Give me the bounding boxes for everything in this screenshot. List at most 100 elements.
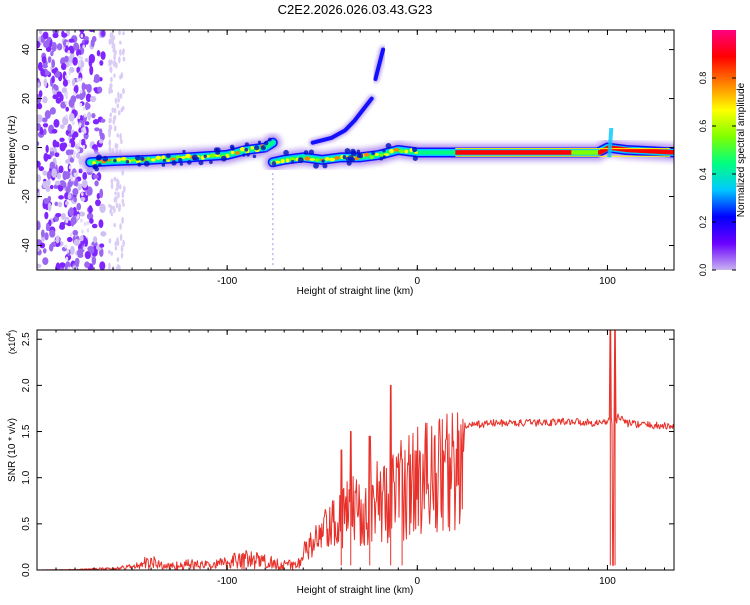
spectrogram-noise-blob	[58, 165, 64, 174]
snr-scale-label: (x104)	[6, 330, 17, 354]
spectrogram-hot-cell	[601, 148, 606, 153]
spectrogram-hot-cell	[660, 149, 665, 154]
spectrogram-noise-blob	[83, 222, 87, 227]
spectrogram-noise-blob	[37, 160, 41, 168]
spectrogram-noise-blob	[89, 217, 94, 224]
spectrogram-hot-cell	[519, 150, 524, 155]
spectrogram-hot-cell	[495, 150, 499, 155]
spectrogram-noise-blob	[86, 228, 90, 233]
spectrogram-hot-cell	[529, 150, 534, 155]
spectrogram-noise-blob	[65, 45, 69, 51]
spectrogram-noise-blob	[118, 264, 121, 270]
spectrogram-noise-blob	[60, 63, 67, 71]
spectrogram-dark-spot	[102, 155, 109, 162]
spectrogram-dark-spot	[98, 163, 102, 167]
spectrogram-hot-cell	[470, 150, 475, 155]
spectrogram-noise-blob	[65, 95, 69, 100]
spectrogram-hot-cell	[620, 147, 625, 152]
spectrogram-noise-blob	[108, 265, 111, 270]
spectrogram-ridge-layer	[310, 96, 374, 145]
spectrogram-noise-blob	[55, 235, 60, 244]
spectrogram-hot-cell	[483, 150, 488, 155]
spectrogram-xlabel: Height of straight line (km)	[297, 286, 414, 297]
snr-frame	[36, 329, 675, 571]
spectrogram-noise-blob	[42, 31, 49, 40]
spectrogram-noise-blob	[122, 202, 125, 207]
spectrogram-noise-blob	[119, 223, 122, 230]
spectrogram-noise-blob	[79, 89, 83, 94]
spectrogram-content	[37, 30, 674, 270]
spectrogram-noise-blob	[52, 32, 59, 39]
snr-xtick-label: 100	[599, 576, 616, 587]
spectrogram-hot-cell	[540, 150, 545, 155]
spectrogram-hot-cell	[523, 150, 528, 155]
colorbar: 0.0 0.2 0.4 0.6 0.8 Normalized spectral ampl…	[698, 30, 747, 276]
spectrogram-ridge-blob	[399, 149, 404, 154]
spectrogram-ridge-blob	[107, 158, 111, 162]
spectrogram-noise-blob	[73, 196, 77, 203]
spectrogram-dark-spot	[260, 145, 266, 151]
spectrogram-ridge-blob	[209, 153, 216, 158]
spectrogram-dark-spot	[382, 155, 386, 159]
spectrogram-noise-blob	[64, 171, 71, 180]
snr-xtick-label: -100	[217, 576, 237, 587]
spectrogram-noise-blob	[61, 87, 68, 94]
spectrogram-hot-cell	[461, 150, 465, 155]
spectrogram-hot-cell	[577, 150, 581, 155]
snr-content	[37, 330, 674, 570]
spectrogram-noise-blob	[114, 246, 118, 251]
spectrogram-noise-blob	[59, 137, 65, 143]
spectrogram-hot-cell	[664, 149, 669, 155]
spectrogram-ridge-blob	[250, 145, 254, 150]
spectrogram-noise-blob	[100, 51, 106, 60]
spectrogram-hot-cell	[569, 150, 574, 155]
spectrogram-noise-blob	[99, 132, 105, 137]
spectrogram-noise-blob	[68, 142, 72, 147]
spectrogram-hot-cell	[596, 150, 600, 155]
spectrogram-noise-blob	[59, 222, 66, 227]
spectrogram-dark-spot	[358, 153, 364, 159]
spectrogram-ridge-blob	[324, 157, 330, 161]
spectrogram-noise-blob	[39, 30, 43, 35]
spectrogram-noise-blob	[64, 55, 69, 63]
spectrogram-noise-blob	[68, 112, 75, 122]
spectrogram-noise-blob	[55, 97, 62, 104]
spectrogram-xtick-label: 0	[415, 276, 421, 287]
spectrogram-ridge-blob	[393, 148, 400, 152]
spectrogram-hot-cell	[643, 148, 648, 154]
spectrogram-noise-blob	[58, 195, 64, 200]
spectrogram-noise-blob	[113, 107, 117, 114]
spectrogram-ridge-blob	[340, 154, 344, 160]
spectrogram-noise-blob	[121, 190, 125, 199]
spectrogram-noise-blob	[54, 141, 60, 148]
spectrogram-hot-cell	[668, 149, 672, 155]
spectrogram-noise-blob	[44, 70, 50, 76]
spectrogram-hot-cell	[502, 150, 507, 155]
spectrogram-noise-blob	[83, 113, 87, 118]
spectrogram-noise-blob	[56, 172, 61, 180]
spectrogram-hot-cell	[531, 150, 535, 155]
spectrogram-ridge-blob	[364, 152, 370, 157]
spectrogram-ridge-blob	[304, 156, 311, 161]
spectrogram-noise-blob	[119, 233, 123, 241]
spectrogram-ridge-blob	[374, 152, 380, 157]
spectrogram-dark-spot	[379, 156, 384, 161]
spectrogram-dark-spot	[187, 160, 192, 165]
spectrogram-ridge-faint-branch	[371, 45, 388, 84]
spectrogram-ridge-blob	[225, 154, 230, 158]
spectrogram-noise-blob	[72, 121, 75, 126]
spectrogram-hot-cell	[497, 150, 501, 155]
spectrogram-noise-blob	[79, 77, 82, 82]
spectrogram-hot-cell	[603, 147, 608, 152]
spectrogram-noise-blob	[65, 219, 69, 224]
spectrogram-noise-blob	[49, 147, 55, 152]
spectrogram-hot-cell	[550, 150, 555, 155]
spectrogram-noise-blob	[42, 257, 49, 265]
spectrogram-ridge-blob	[389, 148, 394, 154]
spectrogram-noise-blob	[50, 50, 54, 57]
spectrogram-noise-blob	[81, 82, 86, 91]
colorbar-tick-label: 0.8	[698, 72, 708, 85]
spectrogram-noise-blob	[118, 56, 121, 64]
